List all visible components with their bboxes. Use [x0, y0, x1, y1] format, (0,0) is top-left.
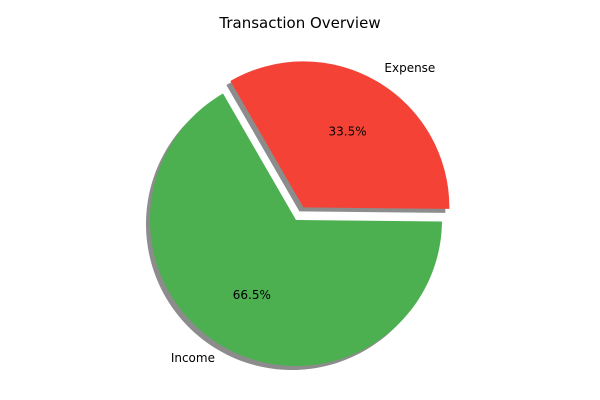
slice-label-expense: Expense [384, 61, 435, 75]
pie-slices [150, 61, 449, 366]
slice-percent-income: 66.5% [233, 288, 271, 302]
slice-label-income: Income [171, 351, 215, 365]
slice-percent-expense: 33.5% [329, 124, 367, 138]
chart-title: Transaction Overview [218, 14, 380, 32]
